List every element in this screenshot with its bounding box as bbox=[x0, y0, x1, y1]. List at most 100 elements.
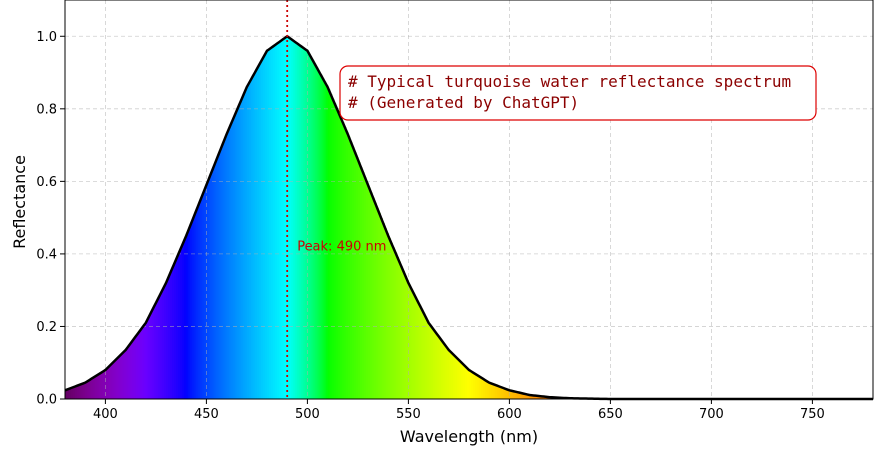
spectrum-strip bbox=[202, 192, 205, 399]
spectrum-strip bbox=[319, 74, 323, 399]
spectrum-strip bbox=[125, 348, 129, 399]
spectrum-strip bbox=[329, 94, 333, 400]
spectrum-strip bbox=[214, 162, 218, 399]
spectrum-strip bbox=[65, 389, 68, 399]
spectrum-strip bbox=[315, 67, 319, 399]
spectrum-strip bbox=[436, 335, 440, 399]
spectrum-strip bbox=[412, 292, 416, 399]
spectrum-strip bbox=[517, 392, 521, 399]
spectrum-strip bbox=[260, 59, 264, 399]
spectrum-strip bbox=[269, 48, 272, 399]
spectrum-strip bbox=[242, 94, 246, 400]
spectrum-strip bbox=[493, 384, 496, 399]
spectrum-strip bbox=[83, 383, 86, 399]
x-tick-label: 500 bbox=[295, 407, 320, 422]
annotation-frame bbox=[339, 65, 817, 121]
spectrum-strip bbox=[194, 212, 197, 399]
annotation-box: # Typical turquoise water reflectance sp… bbox=[339, 65, 817, 121]
spectrum-strip bbox=[307, 52, 311, 399]
spectrum-strip bbox=[248, 81, 252, 399]
spectrum-strip bbox=[69, 388, 72, 399]
spectrum-strip bbox=[444, 345, 448, 399]
spectrum-strip bbox=[277, 42, 280, 399]
spectrum-strip bbox=[252, 74, 256, 399]
spectrum-strip bbox=[222, 141, 226, 400]
spectrum-strip bbox=[182, 242, 185, 399]
spectrum-strip bbox=[420, 308, 424, 399]
spectrum-strip bbox=[487, 382, 490, 399]
spectrum-strip bbox=[386, 233, 389, 399]
spectrum-strip bbox=[485, 380, 488, 399]
spectrum-strip bbox=[283, 38, 286, 399]
spectrum-strip bbox=[473, 373, 476, 399]
spectrum-strip bbox=[127, 345, 131, 399]
x-tick-label: 450 bbox=[194, 407, 219, 422]
spectrum-strip bbox=[511, 391, 515, 399]
spectrum-strip bbox=[454, 357, 458, 399]
spectrum-strip bbox=[392, 247, 395, 399]
spectrum-strip bbox=[422, 312, 426, 399]
x-tick-label: 700 bbox=[699, 407, 724, 422]
spectrum-strip bbox=[378, 212, 381, 399]
spectrum-strip bbox=[289, 38, 292, 399]
spectrum-strip bbox=[184, 238, 187, 399]
spectrum-strip bbox=[471, 371, 474, 399]
spectrum-strip bbox=[382, 223, 385, 399]
spectrum-strip bbox=[509, 390, 513, 399]
spectrum-strip bbox=[372, 197, 375, 399]
spectrum-strip bbox=[416, 300, 420, 399]
spectrum-strip bbox=[477, 375, 480, 399]
spectrum-strip bbox=[109, 364, 113, 399]
spectrum-strip bbox=[489, 383, 492, 399]
spectrum-strip bbox=[507, 389, 510, 399]
spectrum-strip bbox=[440, 340, 444, 399]
spectrum-strip bbox=[107, 366, 111, 399]
spectrum-strip bbox=[170, 271, 173, 399]
spectrum-strip bbox=[335, 108, 339, 399]
spectrum-strip bbox=[357, 162, 361, 399]
spectrum-strip bbox=[365, 182, 369, 399]
spectrum-strip bbox=[244, 89, 248, 400]
spectrum-strip bbox=[238, 103, 242, 399]
spectrum-strip bbox=[190, 223, 193, 399]
spectrum-strip bbox=[497, 386, 500, 399]
spectrum-strip bbox=[174, 261, 177, 399]
spectrum-strip bbox=[464, 366, 468, 399]
spectrum-strip bbox=[135, 335, 139, 399]
spectrum-strip bbox=[147, 316, 151, 399]
spectrum-strip bbox=[491, 383, 494, 399]
spectrum-strip bbox=[414, 296, 418, 399]
spectrum-strip bbox=[537, 395, 541, 399]
spectrum-strip bbox=[113, 361, 117, 399]
y-tick-label: 0.4 bbox=[36, 247, 57, 262]
spectrum-strip bbox=[91, 378, 94, 399]
spectrum-strip bbox=[143, 324, 147, 399]
spectrum-strip bbox=[117, 357, 121, 399]
spectrum-strip bbox=[153, 304, 157, 399]
spectrum-strip bbox=[121, 353, 125, 399]
spectrum-strip bbox=[115, 359, 119, 399]
spectrum-strip bbox=[317, 70, 321, 400]
spectrum-strip bbox=[85, 382, 88, 399]
spectrum-strip bbox=[404, 275, 407, 399]
x-tick-label: 600 bbox=[497, 407, 522, 422]
spectrum-strip bbox=[226, 131, 230, 399]
spectrum-strip bbox=[452, 355, 456, 399]
y-tick-label: 1.0 bbox=[36, 30, 57, 45]
spectrum-strip bbox=[355, 157, 359, 399]
spectrum-strip bbox=[293, 41, 296, 399]
spectrum-strip bbox=[273, 45, 276, 399]
spectrum-strip bbox=[299, 45, 302, 399]
spectrum-strip bbox=[216, 157, 220, 399]
spectrum-strip bbox=[79, 384, 82, 399]
spectrum-strip bbox=[359, 167, 363, 399]
spectrum-strip bbox=[97, 374, 100, 399]
spectrum-strip bbox=[151, 308, 155, 399]
y-tick-label: 0.6 bbox=[36, 175, 57, 190]
spectrum-strip bbox=[398, 261, 401, 399]
spectrum-strip bbox=[101, 371, 104, 399]
spectrum-strip bbox=[479, 376, 482, 399]
spectrum-strip bbox=[353, 151, 357, 399]
spectrum-strip bbox=[87, 380, 90, 399]
spectrum-strip bbox=[466, 368, 470, 399]
